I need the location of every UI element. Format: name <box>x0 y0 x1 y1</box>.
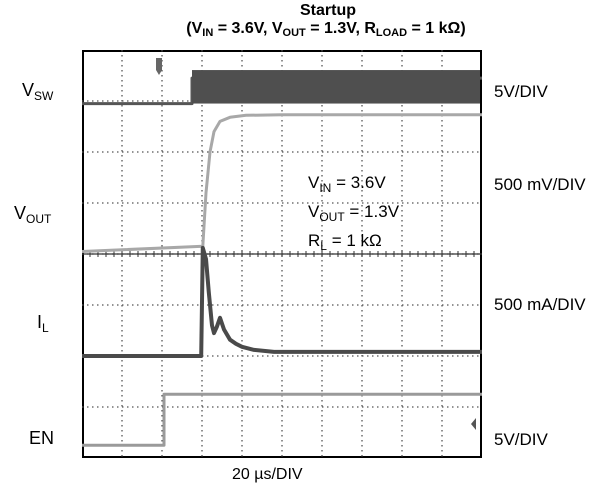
trace-vsw-switching-band <box>192 70 480 104</box>
x-axis-scale-label: 20 µs/DIV <box>232 466 303 483</box>
trace-vout <box>82 113 482 253</box>
chart-subtitle: (VIN = 3.6V, VOUT = 1.3V, RLOAD = 1 kΩ) <box>186 20 466 39</box>
plot-traces <box>82 58 482 447</box>
trace-en <box>82 392 482 447</box>
channel-label-en: EN <box>29 428 55 448</box>
chart-title: Startup <box>300 2 356 19</box>
scale-il: 500 mA/DIV <box>494 295 586 314</box>
scale-en: 5V/DIV <box>494 430 548 449</box>
scale-vsw: 5V/DIV <box>494 82 548 101</box>
plot-grid <box>82 50 482 458</box>
channel-label-vout: VOUT <box>14 203 52 226</box>
scale-vout: 500 mV/DIV <box>494 175 586 194</box>
trace-il <box>82 245 482 358</box>
channel-offset-marker-icon <box>471 418 476 430</box>
oscilloscope-plot <box>82 50 482 458</box>
channel-label-il: IL <box>37 312 49 335</box>
trigger-marker-icon <box>156 58 162 75</box>
condition-annotation: VIN = 3.6V VOUT = 1.3V RL = 1 kΩ <box>308 173 400 253</box>
channel-label-vsw: VSW <box>22 80 54 103</box>
